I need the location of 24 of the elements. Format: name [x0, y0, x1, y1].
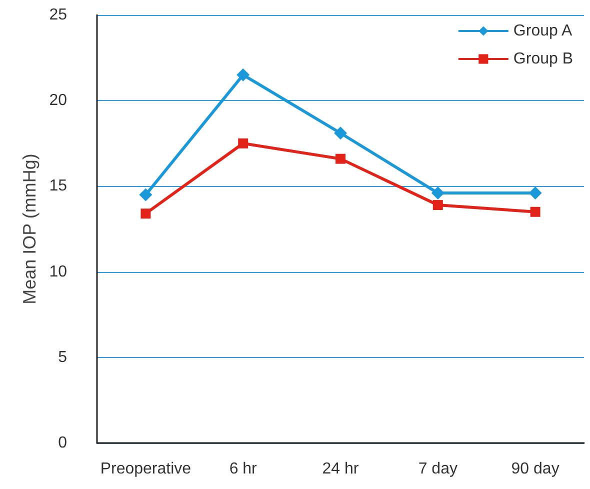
point	[238, 138, 248, 148]
point	[140, 208, 151, 219]
point	[336, 154, 346, 164]
y-tick-label: 25	[49, 6, 68, 24]
y-axis-title: Mean IOP (mmHg)	[19, 154, 40, 304]
point	[528, 186, 542, 200]
y-tick-label: 20	[49, 92, 68, 110]
y-tick-label: 10	[49, 263, 68, 280]
x-tick-label: 7 day	[418, 460, 458, 478]
point	[431, 186, 444, 200]
point	[432, 200, 443, 210]
point	[236, 68, 250, 82]
y-tick-label: 0	[58, 434, 68, 452]
x-tick-label: Preoperative	[100, 460, 192, 478]
point	[334, 126, 347, 140]
legend-label: Group B	[513, 50, 574, 68]
point	[139, 188, 152, 202]
x-tick-label: 24 hr	[322, 460, 360, 478]
x-tick-label: 6 hr	[229, 460, 258, 478]
legend-label: Group A	[513, 22, 572, 40]
y-tick-label: 5	[58, 348, 68, 366]
point	[530, 206, 540, 217]
y-tick-label: 15	[49, 178, 68, 195]
x-tick-label: 90 day	[511, 460, 560, 478]
